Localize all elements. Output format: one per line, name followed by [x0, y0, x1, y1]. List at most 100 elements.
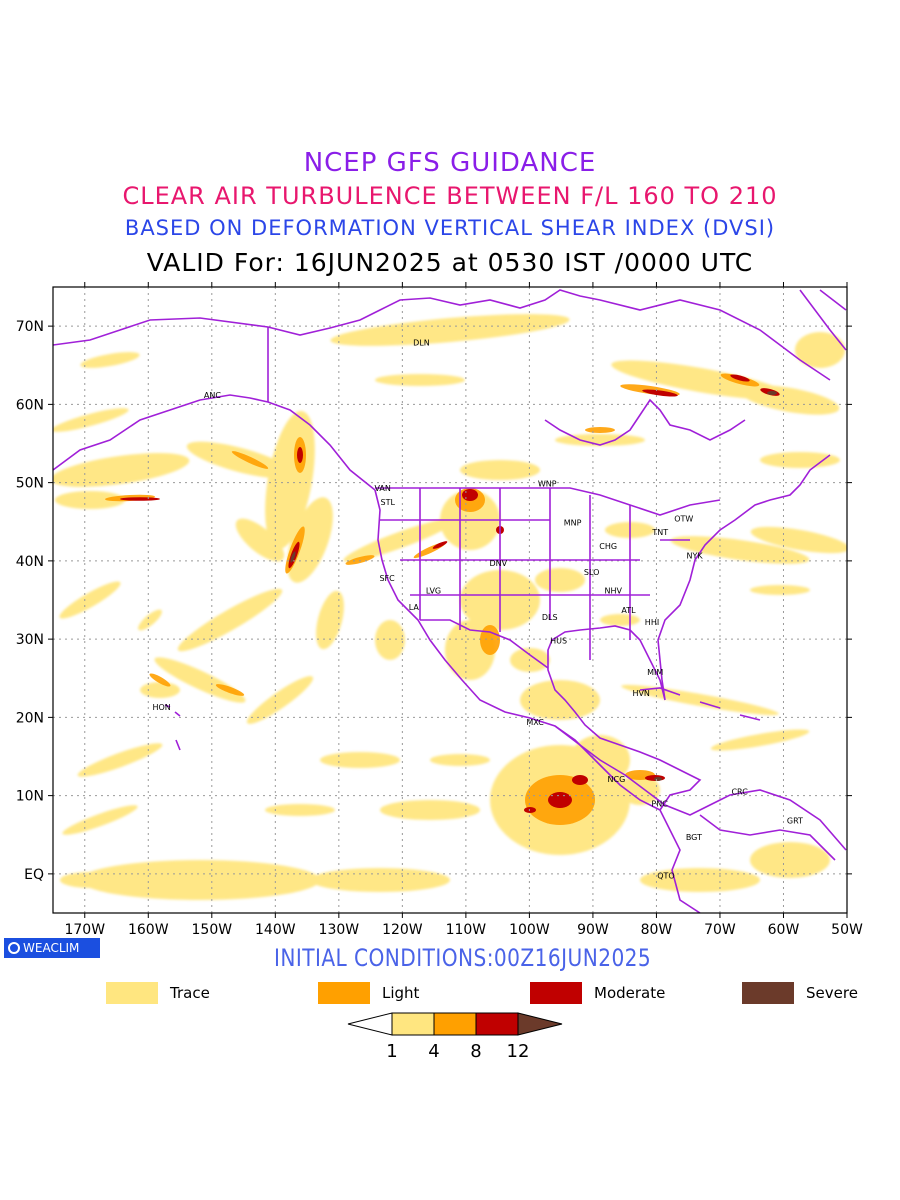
legend-light: Light	[318, 982, 419, 1004]
lon-tick-label: 50W	[831, 922, 863, 938]
us-mexico-border	[420, 619, 549, 669]
greenland	[799, 289, 847, 351]
caribbean-islands	[639, 687, 761, 721]
station-label-mim: MIM	[647, 668, 663, 677]
initial-conditions: INITIAL CONDITIONS:00Z16JUN2025	[274, 944, 652, 972]
station-label-wnp: WNP	[538, 479, 557, 488]
legend-moderate-swatch	[530, 982, 582, 1004]
west-coast	[374, 489, 661, 811]
lat-tick-label: 50N	[16, 476, 44, 492]
station-label-slo: SLO	[584, 568, 600, 577]
moderate-areas	[120, 374, 780, 813]
colorbar-bin-8-12	[475, 1012, 519, 1036]
station-label-van: VAN	[374, 484, 390, 493]
legend-light-swatch	[318, 982, 370, 1004]
lat-lon-grid	[53, 287, 847, 913]
legend-moderate: Moderate	[530, 982, 665, 1004]
station-label-pnc: PNC	[651, 799, 668, 808]
lat-tick-label: 60N	[16, 397, 44, 413]
station-labels: ANC DLN VAN STL WNP MNP TNT OTW CHG NYK DNV SFC LVG S…	[152, 339, 803, 881]
station-label-mxc: MXC	[526, 718, 544, 727]
legend-trace-swatch	[106, 982, 158, 1004]
lon-tick-label: 170W	[64, 922, 105, 938]
map-method: BASED ON DEFORMATION VERTICAL SHEAR INDE…	[124, 216, 776, 240]
lon-tick-label: 130W	[319, 922, 360, 938]
lon-tick-label: 70W	[704, 922, 736, 938]
legend-light-label: Light	[382, 984, 420, 1002]
country-borders	[53, 289, 847, 913]
lat-tick-label: EQ	[24, 867, 44, 883]
station-label-dln: DLN	[413, 339, 430, 348]
us-states	[380, 488, 690, 660]
colorbar-tick-4: 4	[428, 1041, 439, 1062]
legend-severe-swatch	[742, 982, 794, 1004]
weaclim-logo: WEACLIM	[4, 938, 100, 958]
station-label-anc: ANC	[204, 391, 221, 400]
us-canada-border	[375, 487, 721, 516]
colorbar-bin-4-8	[433, 1012, 477, 1036]
station-label-crc: CRC	[731, 788, 748, 797]
station-label-la: LA	[409, 603, 420, 612]
legend-trace: Trace	[106, 982, 210, 1004]
hawaii	[164, 704, 181, 751]
station-label-otw: OTW	[674, 515, 693, 524]
colorbar-tick-12: 12	[507, 1041, 530, 1062]
map-subtitle: CLEAR AIR TURBULENCE BETWEEN F/L 160 TO …	[122, 182, 778, 210]
map-title: NCEP GFS GUIDANCE	[303, 148, 597, 178]
station-label-ncg: NCG	[608, 775, 626, 784]
map-frame	[52, 286, 848, 914]
lat-tick-label: 30N	[16, 632, 44, 648]
lat-tick-label: 40N	[16, 554, 44, 570]
lon-tick-label: 120W	[382, 922, 423, 938]
lon-tick-label: 110W	[446, 922, 487, 938]
lon-tick-label: 60W	[768, 922, 800, 938]
station-label-nyk: NYK	[686, 551, 703, 560]
station-label-nhv: NHV	[605, 587, 623, 596]
colorbar-tick-8: 8	[470, 1041, 481, 1062]
station-label-tnt: TNT	[651, 528, 668, 537]
legend-trace-label: Trace	[170, 984, 210, 1002]
trace-areas	[53, 314, 847, 900]
lat-tick-label: 20N	[16, 710, 44, 726]
station-label-chg: CHG	[599, 542, 617, 551]
station-label-atl: ATL	[621, 606, 636, 615]
weaclim-logo-text: WEACLIM	[23, 941, 80, 955]
colorbar-low-arrow	[347, 1012, 393, 1036]
lon-tick-label: 90W	[577, 922, 609, 938]
station-label-stl: STL	[381, 498, 396, 507]
central-america	[554, 725, 847, 851]
weaclim-logo-icon	[8, 942, 20, 954]
station-label-dls: DLS	[542, 613, 558, 622]
station-label-hus: HUS	[550, 637, 567, 646]
lon-tick-label: 80W	[641, 922, 673, 938]
south-america-north	[659, 809, 836, 913]
colorbar-high-arrow	[517, 1012, 563, 1036]
alaska-coast	[53, 394, 376, 491]
lon-tick-label: 150W	[192, 922, 233, 938]
north-america-outline	[53, 289, 831, 381]
lat-tick-label: 10N	[16, 789, 44, 805]
lon-tick-label: 100W	[509, 922, 550, 938]
legend-severe: Severe	[742, 982, 858, 1004]
station-label-sfc: SFC	[379, 574, 395, 583]
station-label-hon: HON	[152, 703, 170, 712]
station-label-bgt: BGT	[686, 833, 702, 842]
lat-tick-label: 70N	[16, 319, 44, 335]
light-areas	[105, 373, 760, 825]
station-label-grt: GRT	[787, 817, 803, 826]
station-label-hhi: HHI	[645, 618, 659, 627]
colorbar-bin-1-4	[391, 1012, 435, 1036]
station-label-mnp: MNP	[564, 519, 582, 528]
turbulence-field	[53, 314, 847, 900]
station-label-qto: QTO	[657, 871, 674, 880]
lon-tick-label: 160W	[128, 922, 169, 938]
station-label-dnv: DNV	[489, 559, 507, 568]
station-label-hvn: HVN	[632, 689, 649, 698]
station-label-lvg: LVG	[426, 587, 441, 596]
legend-moderate-label: Moderate	[594, 984, 666, 1002]
valid-time: VALID For: 16JUN2025 at 0530 IST /0000 U…	[146, 248, 754, 277]
colorbar: 1 4 8 12	[347, 1012, 563, 1062]
axes: 170W 160W 150W 140W 130W 120W 110W 100W 90W 80W 70…	[16, 282, 863, 938]
hudson-bay	[544, 398, 746, 446]
